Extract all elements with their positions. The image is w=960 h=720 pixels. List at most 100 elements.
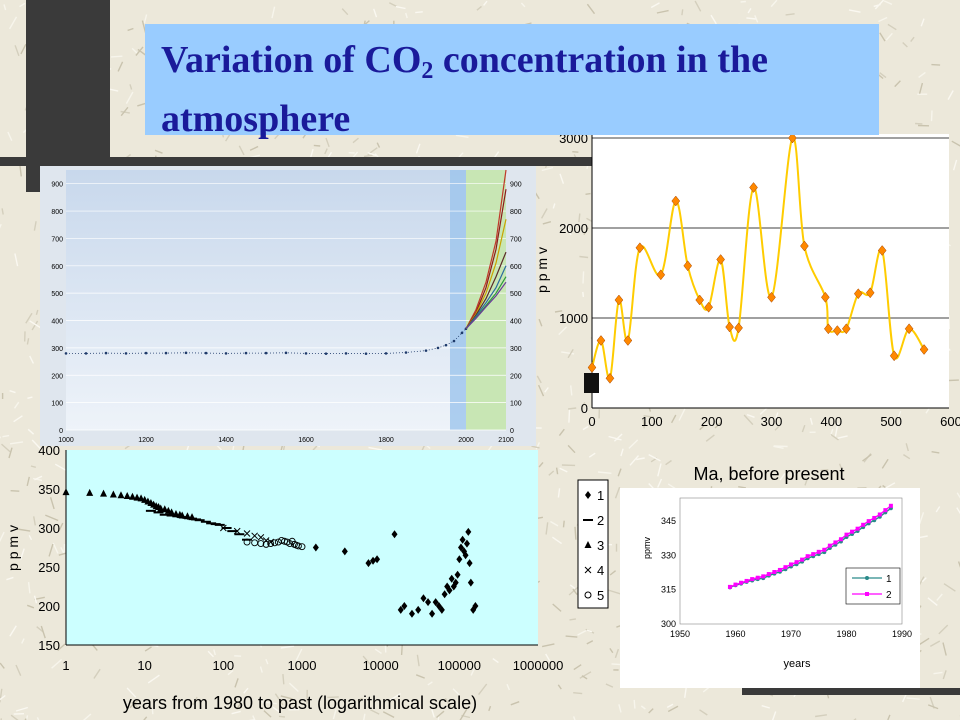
x-tick-label: 1990 [892, 629, 912, 639]
data-point [391, 530, 398, 539]
x-tick-label: 1000000 [513, 658, 564, 673]
data-point [144, 351, 148, 355]
title-text-rest: concentration in the atmosphere [161, 39, 768, 140]
series-2-point [811, 552, 816, 557]
x-tick-label: 2000 [458, 437, 474, 444]
instrumental-band [450, 170, 466, 430]
series-2-point [855, 526, 860, 531]
x-tick-label: 400 [820, 414, 842, 429]
plot-area [592, 134, 949, 408]
data-point [671, 195, 681, 207]
data-point [178, 511, 186, 519]
y-tick-label: 250 [38, 560, 60, 575]
data-point [397, 605, 404, 614]
data-point [284, 351, 288, 355]
x-tick-label: 500 [880, 414, 902, 429]
data-point [596, 335, 606, 346]
x-tick-label: 1400 [218, 437, 234, 444]
data-point [432, 598, 439, 607]
y-tick-label: 150 [38, 638, 60, 653]
x-axis-label: Ma, before present [693, 464, 844, 484]
series-2-point [800, 557, 805, 562]
legend-label: 2 [597, 513, 604, 528]
series-line [591, 136, 925, 380]
series-2-point [739, 580, 744, 585]
y-axis-label: p p m v [536, 247, 550, 293]
scenario-line [465, 281, 507, 330]
series-2-point [777, 567, 782, 572]
y-tick-label: 100 [51, 401, 63, 408]
y-tick-label: 300 [51, 346, 63, 353]
y-tick-label-right: 700 [510, 236, 522, 243]
legend-marker [584, 541, 592, 548]
data-point [832, 325, 842, 337]
data-point [219, 524, 227, 532]
data-point [324, 352, 328, 355]
y-tick-label-right: 300 [510, 346, 522, 353]
data-point [865, 287, 875, 299]
data-point [251, 532, 258, 540]
data-point [889, 350, 899, 362]
page-title: Variation of CO2 concentration in the at… [145, 24, 879, 140]
series-2-point [888, 503, 893, 508]
x-tick-label: 1 [62, 658, 69, 673]
data-point [725, 321, 734, 333]
data-point [824, 323, 833, 335]
data-point [821, 291, 830, 303]
data-point [734, 322, 743, 334]
data-point [704, 301, 713, 313]
data-point [461, 547, 468, 556]
data-point [614, 294, 624, 306]
x-tick-label: 300 [761, 414, 783, 429]
y-tick-label: 400 [38, 443, 60, 458]
data-point [104, 351, 108, 355]
decor-bar-bottom [742, 688, 960, 695]
x-tick-label: 100 [212, 658, 234, 673]
y-tick-label-right: 100 [510, 401, 522, 408]
scenario-line [465, 265, 507, 330]
data-point [467, 578, 474, 587]
data-point [188, 513, 196, 521]
data-point [341, 547, 348, 556]
y-tick-label: 300 [38, 521, 60, 536]
data-point [749, 182, 758, 193]
legend-marker [585, 491, 591, 499]
x-tick-label: 10 [137, 658, 151, 673]
marker-square [584, 373, 599, 393]
series-2-point [727, 584, 732, 589]
legend [845, 567, 901, 605]
data-point [257, 540, 265, 548]
data-point [267, 540, 275, 548]
data-point [117, 491, 125, 499]
x-tick-label: 1800 [378, 437, 394, 444]
legend-label: 4 [597, 563, 604, 578]
data-point [344, 352, 348, 355]
data-point [415, 605, 422, 614]
legend-label: 3 [597, 538, 604, 553]
x-tick-label: 200 [701, 414, 723, 429]
data-point [86, 488, 94, 496]
x-tick-label: 10000 [363, 658, 399, 673]
series-2-point [844, 532, 849, 537]
data-point [286, 540, 294, 548]
x-tick-label: 100 [641, 414, 663, 429]
y-tick-label: 0 [59, 428, 63, 435]
data-point [841, 323, 851, 335]
data-point [904, 323, 914, 335]
data-point [243, 530, 251, 537]
series-2-point [772, 569, 777, 574]
legend-marker [865, 592, 869, 596]
x-tick-label: 1000 [58, 437, 74, 444]
data-point [157, 504, 165, 512]
data-point [161, 505, 169, 513]
y-tick-label: 315 [661, 585, 676, 595]
data-point [441, 590, 448, 599]
data-point [298, 543, 306, 551]
y-tick-label-right: 500 [510, 291, 522, 298]
x-tick-label: 1000 [288, 658, 317, 673]
data-point [472, 602, 479, 610]
y-tick-label: 700 [51, 236, 63, 243]
y-tick-label-right: 600 [510, 264, 522, 271]
x-tick-label: 1980 [836, 629, 856, 639]
y-tick-label: 300 [661, 619, 676, 629]
